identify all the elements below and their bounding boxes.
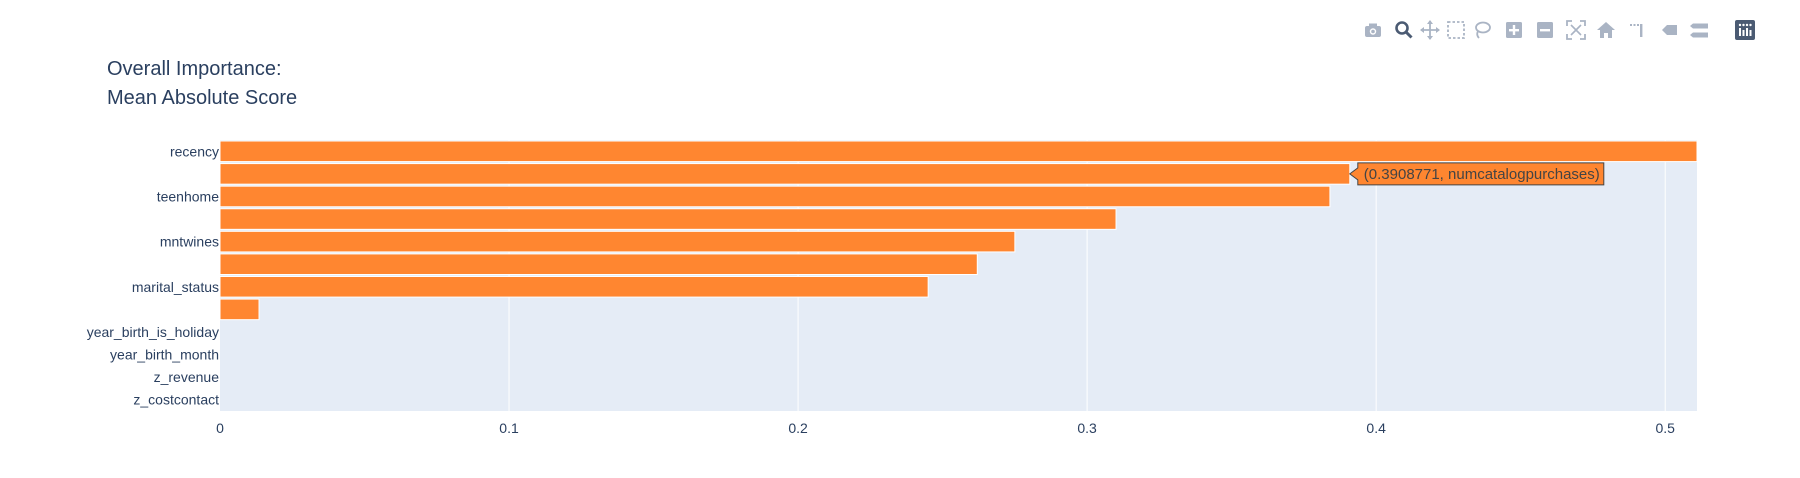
plotly-logo-button[interactable] — [1732, 17, 1758, 43]
spikelines-icon — [1630, 24, 1643, 37]
x-axis-tick-labels: 0 0.1 0.2 0.3 0.4 0.5 — [216, 420, 1675, 436]
camera-icon — [1365, 23, 1381, 37]
bar[interactable] — [219, 185, 1331, 208]
bar[interactable] — [219, 253, 978, 276]
hover-label: (0.3908771, numcatalogpurchases) — [1348, 162, 1605, 186]
reset-axes-button[interactable] — [1593, 17, 1619, 43]
x-tick-label: 0.3 — [1077, 420, 1097, 436]
y-tick-label: z_costcontact — [133, 392, 219, 408]
box-select-button[interactable] — [1443, 17, 1469, 43]
x-tick-label: 0.2 — [788, 420, 808, 436]
hover-compare-button[interactable] — [1686, 17, 1712, 43]
lasso-select-button[interactable] — [1469, 17, 1495, 43]
y-tick-label: z_revenue — [154, 369, 220, 385]
y-axis-tick-labels: recency teenhome mntwines marital_statusyea… — [87, 143, 220, 407]
hover-closest-button[interactable] — [1655, 17, 1681, 43]
lasso-icon — [1475, 21, 1491, 39]
x-tick-label: 0.5 — [1655, 420, 1675, 436]
bar[interactable] — [219, 276, 929, 298]
hover-label-box — [1348, 162, 1605, 186]
zoom-out-button[interactable] — [1532, 17, 1558, 43]
chart-title-line-2: Mean Absolute Score — [107, 87, 297, 109]
move-arrows-icon — [1420, 20, 1440, 40]
minus-square-icon — [1537, 22, 1553, 38]
y-tick-label: marital_status — [132, 279, 219, 295]
bar[interactable] — [219, 230, 1016, 253]
dashed-box-icon — [1447, 21, 1465, 39]
plus-square-icon — [1506, 22, 1522, 38]
chart-title-line-1: Overall Importance: — [107, 58, 282, 80]
bars — [219, 140, 1698, 321]
y-tick-label: year_birth_is_holiday — [87, 324, 219, 340]
zoom-in-button[interactable] — [1501, 17, 1527, 43]
y-tick-label: recency — [170, 143, 219, 159]
bar[interactable] — [219, 163, 1351, 185]
x-tick-label: 0.1 — [499, 420, 519, 436]
hover-compare-icon — [1690, 23, 1708, 38]
x-tick-label: 0 — [216, 420, 224, 436]
hover-closest-icon — [1662, 25, 1677, 35]
download-plot-button[interactable] — [1360, 17, 1386, 43]
bar[interactable] — [219, 208, 1117, 230]
toggle-spike-lines-button[interactable] — [1624, 17, 1650, 43]
home-icon — [1597, 22, 1615, 38]
y-tick-label: mntwines — [160, 234, 219, 250]
zoom-button[interactable] — [1391, 17, 1417, 43]
plotly-logo-icon — [1735, 20, 1755, 40]
x-tick-label: 0.4 — [1366, 420, 1386, 436]
y-tick-label: year_birth_month — [110, 347, 219, 363]
bar[interactable] — [219, 298, 260, 321]
autoscale-icon — [1566, 20, 1586, 40]
bar[interactable] — [219, 140, 1698, 163]
hover-label-text: (0.3908771, numcatalogpurchases) — [1364, 166, 1600, 183]
magnifier-icon — [1395, 21, 1413, 39]
pan-button[interactable] — [1417, 17, 1443, 43]
autoscale-button[interactable] — [1563, 17, 1589, 43]
y-tick-label: teenhome — [157, 188, 219, 204]
